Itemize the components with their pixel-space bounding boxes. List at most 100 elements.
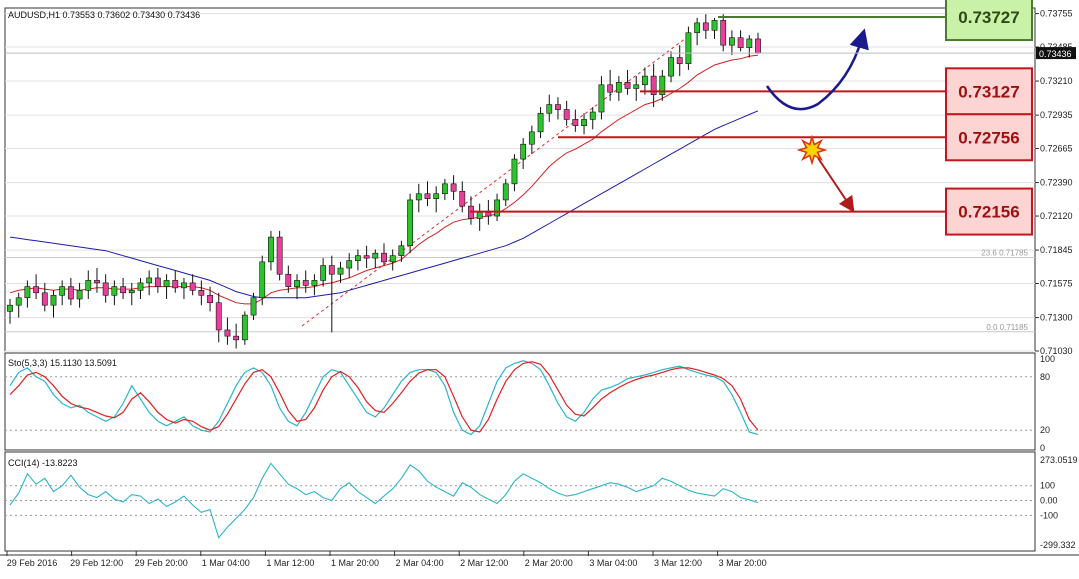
price-tick-label: 0.73755 — [1040, 9, 1073, 19]
price-tick-label: 0.73210 — [1040, 76, 1073, 86]
candle — [7, 298, 13, 324]
candle — [59, 280, 66, 306]
candle — [624, 69, 631, 95]
candle — [85, 270, 92, 299]
candle-bull — [728, 37, 735, 46]
candle — [572, 109, 579, 132]
candle-bear — [450, 183, 457, 192]
cci-tick-label: -100 — [1040, 510, 1058, 520]
candle — [67, 277, 74, 306]
candle — [372, 249, 379, 269]
candle-bear — [424, 193, 431, 199]
candle — [650, 63, 657, 108]
time-tick-label: 1 Mar 12:00 — [266, 558, 314, 568]
candle — [398, 240, 405, 262]
candle-bear — [702, 22, 709, 31]
candle — [120, 277, 126, 299]
cci-pane[interactable]: 273.0519 100 0.00 -100 -299.332 CCI(14) -13.8… — [4, 451, 1078, 552]
candle — [154, 268, 161, 293]
candle-bull — [389, 255, 396, 263]
time-tick-label: 29 Feb 12:00 — [70, 558, 123, 568]
candle — [181, 277, 187, 299]
stochastic-tick-label: 80 — [1040, 372, 1050, 382]
cci-pane-frame — [4, 451, 1036, 552]
candle-bear — [328, 265, 335, 275]
candle — [737, 30, 744, 52]
level-value: 0.72756 — [958, 128, 1019, 147]
price-tick-label: 0.72120 — [1040, 211, 1073, 221]
current-price-tag — [1036, 47, 1076, 60]
candle-bull — [581, 119, 587, 126]
candle-bear — [172, 280, 179, 289]
candle-bear — [720, 20, 727, 46]
candle — [24, 280, 31, 308]
candle — [685, 26, 692, 70]
candle — [389, 249, 396, 271]
level-label-box: 0.73727 — [945, 0, 1033, 42]
candle-bear — [381, 252, 387, 263]
cci-tick-label: 0.00 — [1040, 496, 1058, 506]
candle-bull — [502, 183, 509, 201]
candle — [450, 175, 457, 200]
candle — [546, 94, 553, 122]
candle — [215, 292, 222, 343]
candle — [589, 107, 596, 130]
fib-level-label: 0.0 0.71185 — [986, 323, 1028, 332]
price-tick-label: 0.73485 — [1040, 42, 1073, 52]
candle-bear — [67, 286, 74, 300]
candle-bull — [476, 212, 483, 219]
candle-bull — [128, 290, 135, 294]
candle — [633, 76, 640, 101]
level-value: 0.73127 — [958, 82, 1019, 101]
candle-bear — [198, 290, 205, 296]
candle — [537, 107, 544, 139]
candle — [94, 268, 100, 293]
candle-bear — [363, 255, 370, 259]
time-tick-label: 29 Feb 20:00 — [135, 558, 188, 568]
level-box — [945, 113, 1033, 162]
candle-bear — [302, 280, 309, 286]
level-box — [945, 187, 1033, 236]
level-box — [945, 0, 1033, 42]
candle-bull — [642, 75, 648, 86]
candle-bull — [668, 57, 674, 77]
candle — [163, 274, 170, 299]
candle-bull — [50, 294, 57, 306]
candle — [250, 292, 257, 321]
candle-bull — [24, 286, 31, 299]
candle — [224, 317, 231, 345]
candle-bull — [520, 143, 527, 160]
candle-bull — [320, 265, 327, 281]
candle — [241, 311, 248, 345]
candle-bull — [407, 199, 414, 247]
candle-bear — [485, 212, 492, 217]
candle — [76, 282, 83, 308]
candle — [659, 69, 666, 101]
candle — [720, 14, 727, 52]
candle — [285, 265, 292, 293]
stochastic-pane[interactable]: 100 80 20 0 Sto(5,3,3) 15.1130 13.5091 — [4, 352, 1055, 453]
candle — [581, 113, 587, 135]
level-value: 0.72156 — [958, 203, 1019, 222]
candle-bull — [398, 245, 405, 256]
candle-bull — [615, 81, 622, 93]
candle-bull — [259, 261, 266, 299]
price-pane[interactable]: 0.73755 0.73485 0.73210 0.72935 0.72665 0.723… — [4, 0, 1076, 356]
price-tick-label: 0.72665 — [1040, 144, 1073, 154]
candle-bull — [268, 236, 274, 263]
candle — [668, 51, 674, 83]
candle-bull — [685, 32, 692, 65]
candle — [615, 76, 622, 101]
candle-bull — [137, 282, 144, 291]
candle — [302, 270, 309, 293]
candle — [607, 69, 614, 101]
candle-bear — [555, 104, 561, 110]
bullish-scenario-arrow — [765, 28, 869, 111]
candle-bear — [41, 292, 48, 306]
candle — [354, 249, 361, 271]
candle — [494, 193, 500, 221]
candle — [459, 181, 466, 213]
candle-bear — [563, 109, 570, 120]
candle-bull — [598, 84, 605, 113]
